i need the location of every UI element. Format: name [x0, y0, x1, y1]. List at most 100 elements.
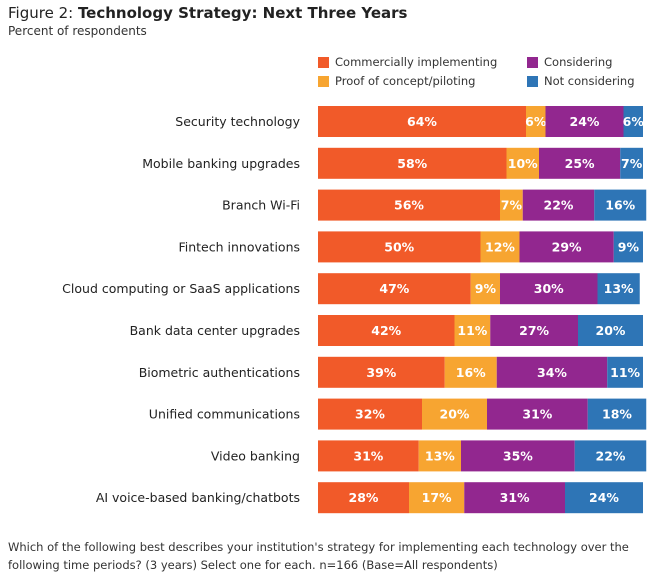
data-label: 31% — [353, 448, 383, 463]
data-label: 42% — [371, 323, 401, 338]
bar-segment — [422, 398, 487, 430]
data-label: 7% — [501, 198, 523, 213]
bar-segment — [318, 356, 445, 388]
bar-segment — [522, 189, 595, 221]
bar-segment — [490, 315, 578, 346]
bar-segment — [470, 273, 500, 305]
category-label: Cloud computing or SaaS applications — [62, 281, 300, 296]
legend-swatch — [318, 75, 329, 87]
category-label: AI voice-based banking/chatbots — [96, 490, 300, 505]
data-label: 35% — [503, 448, 533, 463]
data-label: 39% — [366, 365, 396, 380]
bar-segment — [587, 398, 647, 430]
bar-segment — [418, 440, 461, 472]
data-label: 13% — [604, 281, 634, 296]
legend-swatch — [527, 75, 538, 87]
data-label: 28% — [349, 490, 379, 505]
data-label: 20% — [596, 323, 626, 338]
data-label: 24% — [589, 490, 619, 505]
category-label: Mobile banking upgrades — [142, 156, 300, 171]
bar-segment — [409, 482, 465, 514]
legend-label: Proof of concept/piloting — [335, 74, 476, 88]
bar-segment — [613, 231, 643, 263]
bar-segment — [454, 315, 491, 346]
data-label: 18% — [602, 407, 632, 422]
data-label: 16% — [605, 198, 635, 213]
data-label: 22% — [544, 198, 574, 213]
legend-swatch — [318, 56, 329, 68]
data-label: 29% — [552, 239, 582, 254]
data-label: 58% — [397, 156, 427, 171]
legend-item-not-considering: Not considering — [527, 74, 635, 88]
bar-segment — [480, 231, 520, 263]
data-label: 56% — [394, 198, 424, 213]
category-label: Branch Wi-Fi — [222, 198, 300, 213]
legend-item-considering: Considering — [527, 55, 612, 69]
data-label: 11% — [610, 365, 640, 380]
bar-segment — [318, 106, 526, 137]
bar-segment — [318, 273, 471, 305]
bar-segment — [318, 398, 422, 430]
bar-segment — [539, 147, 621, 179]
bar-segment — [461, 440, 575, 472]
data-label: 31% — [522, 407, 552, 422]
stacked-bar-chart: Security technology 64% 6% 24% 6% Mobile bank… — [62, 106, 647, 514]
bar-segment — [318, 440, 419, 472]
data-label: 22% — [596, 448, 626, 463]
bar-segment — [578, 315, 643, 346]
legend-label: Not considering — [544, 74, 635, 88]
data-label: 10% — [508, 156, 538, 171]
category-label: Unified communications — [149, 407, 300, 422]
legend-label: Considering — [544, 55, 613, 69]
chart-subtitle: Percent of respondents — [8, 24, 147, 38]
data-label: 6% — [525, 114, 547, 129]
bar-segment — [487, 398, 588, 430]
data-label: 34% — [537, 365, 567, 380]
figure-title: Technology Strategy: Next Three Years — [77, 4, 408, 22]
data-label: 47% — [379, 281, 409, 296]
bar-segment — [607, 356, 643, 388]
legend-item-commercially-implementing: Commercially implementing — [318, 55, 497, 69]
bar-segment — [496, 356, 608, 388]
footnote: Which of the following best describes yo… — [8, 540, 629, 572]
data-label: 32% — [355, 407, 385, 422]
category-label: Security technology — [175, 114, 300, 129]
data-label: 27% — [519, 323, 549, 338]
category-label: Bank data center upgrades — [130, 323, 300, 338]
data-label: 12% — [485, 239, 515, 254]
bar-segment — [506, 147, 539, 179]
chart-title: Figure 2: Technology Strategy: Next Thre… — [8, 4, 407, 22]
bar-segment — [526, 106, 546, 137]
data-label: 31% — [500, 490, 530, 505]
bar-segment — [623, 106, 643, 137]
category-label: Video banking — [211, 448, 300, 463]
bar-segment — [565, 482, 643, 514]
bar-segment — [318, 189, 500, 221]
data-label: 13% — [425, 448, 455, 463]
data-label: 9% — [475, 281, 497, 296]
legend-label: Commercially implementing — [335, 55, 498, 69]
bar-segment — [444, 356, 497, 388]
data-label: 30% — [534, 281, 564, 296]
data-label: 24% — [570, 114, 600, 129]
data-label: 16% — [456, 365, 486, 380]
bar-segment — [597, 273, 640, 305]
bar-segment — [594, 189, 647, 221]
data-label: 64% — [407, 114, 437, 129]
data-label: 9% — [618, 239, 640, 254]
category-label: Fintech innovations — [178, 239, 300, 254]
bar-segment — [318, 315, 455, 346]
legend-item-proof-of-concept: Proof of concept/piloting — [318, 74, 475, 88]
bar-segment — [545, 106, 624, 137]
category-label: Biometric authentications — [139, 365, 300, 380]
data-label: 6% — [623, 114, 645, 129]
data-label: 20% — [440, 407, 470, 422]
data-label: 7% — [621, 156, 643, 171]
data-label: 11% — [457, 323, 487, 338]
bar-segment — [318, 147, 507, 179]
figure-number: Figure 2: — [8, 4, 78, 22]
legend-swatch — [527, 56, 538, 68]
bar-segment — [519, 231, 614, 263]
data-label: 25% — [565, 156, 595, 171]
bar-segment — [500, 189, 523, 221]
